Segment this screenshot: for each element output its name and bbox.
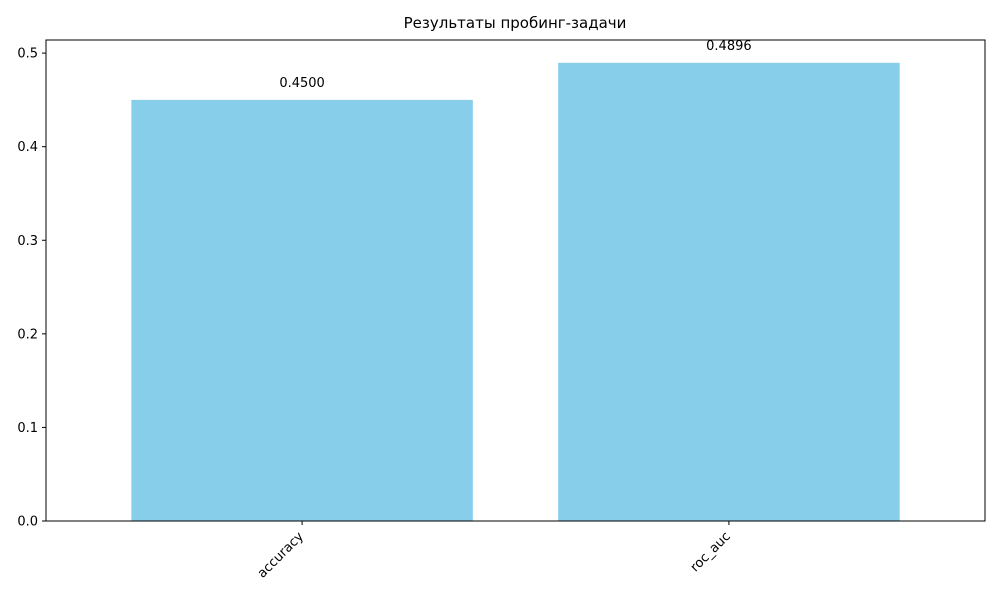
y-tick-label: 0.1 (17, 421, 38, 436)
x-tick-label: roc_auc (688, 529, 734, 575)
bar-accuracy (131, 99, 473, 521)
plot-area: 0.4500 0.4896 0.0 0.1 0.2 0.3 0.4 0.5 accuracy ro… (17, 39, 986, 581)
y-tick-label: 0.0 (17, 515, 38, 530)
chart-title: Результаты пробинг-задачи (404, 14, 627, 32)
axes-frame (45, 39, 986, 522)
bar-roc_auc (558, 62, 900, 521)
x-tick-label: accuracy (255, 529, 307, 581)
y-tick-label: 0.2 (17, 327, 38, 342)
bar-value-label: 0.4500 (279, 76, 325, 91)
y-tick-label: 0.4 (17, 140, 38, 155)
y-tick-label: 0.5 (17, 47, 38, 62)
bar-value-label: 0.4896 (706, 39, 752, 54)
y-tick-label: 0.3 (17, 234, 38, 249)
